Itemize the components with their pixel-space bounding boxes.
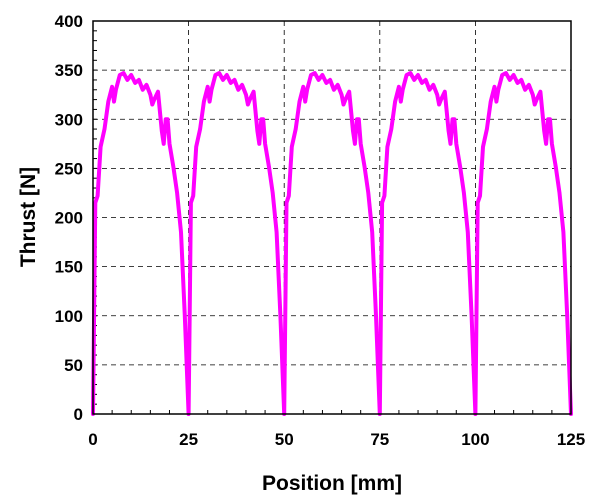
y-tick-labels: 0 50 100 150 200 250 300 350 400 [55, 12, 83, 424]
x-axis-title: Position [mm] [262, 472, 402, 495]
y-tick-label: 300 [55, 110, 83, 129]
y-tick-label: 200 [55, 209, 83, 228]
thrust-series-line [91, 71, 573, 416]
x-tick-label: 25 [179, 430, 198, 449]
y-axis-title: Thrust [N] [17, 167, 40, 267]
y-tick-label: 400 [55, 12, 83, 31]
x-tick-label: 100 [461, 430, 489, 449]
y-tick-label: 350 [55, 61, 83, 80]
y-tick-label: 150 [55, 258, 83, 277]
x-tick-label: 125 [557, 430, 585, 449]
y-tick-label: 100 [55, 307, 83, 326]
x-tick-labels: 0 25 50 75 100 125 [88, 430, 585, 449]
x-tick-label: 50 [275, 430, 294, 449]
x-tick-label: 75 [370, 430, 389, 449]
y-tick-label: 50 [64, 356, 83, 375]
plot-frame [92, 20, 572, 415]
y-tick-label: 250 [55, 159, 83, 178]
x-tick-label: 0 [88, 430, 97, 449]
series-layer [91, 71, 573, 416]
y-tick-label: 0 [74, 405, 83, 424]
